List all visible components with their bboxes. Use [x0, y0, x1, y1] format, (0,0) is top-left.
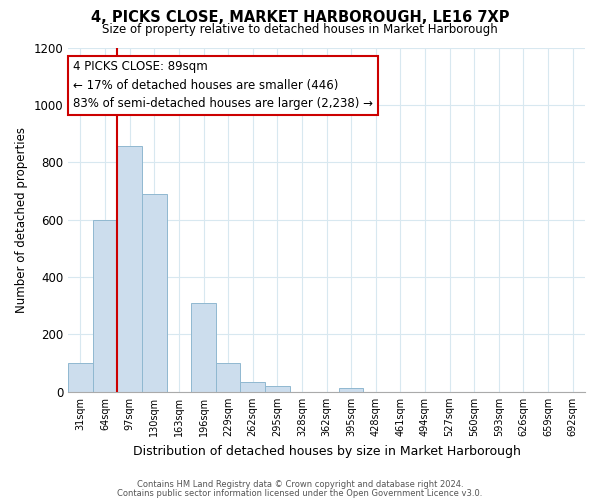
Text: Contains HM Land Registry data © Crown copyright and database right 2024.: Contains HM Land Registry data © Crown c… — [137, 480, 463, 489]
Bar — [93, 220, 118, 392]
X-axis label: Distribution of detached houses by size in Market Harborough: Distribution of detached houses by size … — [133, 444, 521, 458]
Bar — [191, 303, 216, 392]
Bar — [216, 363, 241, 392]
Bar — [265, 386, 290, 392]
Bar — [241, 382, 265, 392]
Bar — [339, 388, 364, 392]
Text: Size of property relative to detached houses in Market Harborough: Size of property relative to detached ho… — [102, 22, 498, 36]
Bar — [142, 194, 167, 392]
Bar — [68, 363, 93, 392]
Text: 4 PICKS CLOSE: 89sqm
← 17% of detached houses are smaller (446)
83% of semi-deta: 4 PICKS CLOSE: 89sqm ← 17% of detached h… — [73, 60, 373, 110]
Text: Contains public sector information licensed under the Open Government Licence v3: Contains public sector information licen… — [118, 489, 482, 498]
Y-axis label: Number of detached properties: Number of detached properties — [15, 126, 28, 312]
Text: 4, PICKS CLOSE, MARKET HARBOROUGH, LE16 7XP: 4, PICKS CLOSE, MARKET HARBOROUGH, LE16 … — [91, 10, 509, 25]
Bar — [118, 146, 142, 392]
